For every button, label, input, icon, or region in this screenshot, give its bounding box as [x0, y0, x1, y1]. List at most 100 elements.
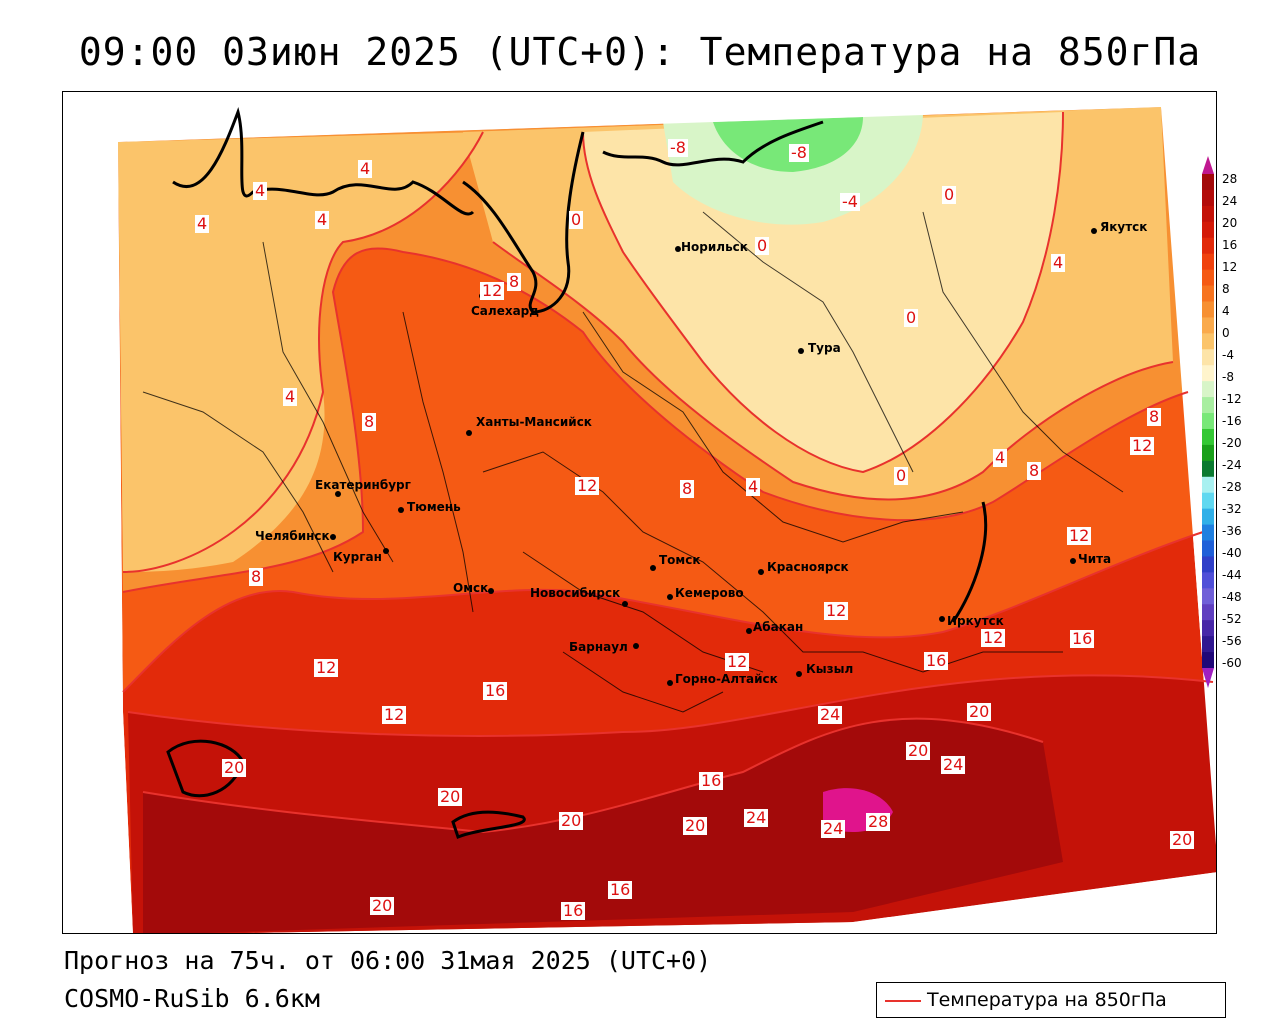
city-dot: [650, 565, 656, 571]
city-label: Горно-Алтайск: [675, 672, 778, 686]
scale-tick: -12: [1222, 392, 1242, 406]
scale-swatch: [1202, 444, 1214, 462]
contour-label: 8: [362, 412, 377, 431]
city-dot: [798, 348, 804, 354]
contour-label: 12: [824, 601, 849, 620]
scale-tick: -4: [1222, 348, 1234, 362]
contour-label: 0: [904, 308, 919, 327]
scale-tick: 24: [1222, 194, 1238, 208]
scale-swatch: [1202, 428, 1214, 446]
scale-swatch: [1202, 572, 1214, 589]
city-label: Екатеринбург: [315, 478, 411, 492]
city-dot: [466, 430, 472, 436]
city-label: Новосибирск: [530, 586, 621, 600]
scale-tick: -48: [1222, 590, 1242, 604]
field-t4-west: [118, 132, 483, 572]
contour-label: 24: [744, 808, 769, 827]
city-label: Иркутск: [947, 614, 1004, 628]
city-label: Ханты-Мансийск: [476, 415, 592, 429]
city-dot: [398, 507, 404, 513]
scale-swatch: [1202, 221, 1214, 239]
temperature-map[interactable]: Якутск Норильск Салехард Тура Ханты-Манс…: [62, 91, 1217, 934]
scale-swatch: [1202, 174, 1214, 191]
city-label: Чита: [1078, 552, 1112, 566]
contour-label: 20: [1170, 830, 1195, 849]
scale-tick: -36: [1222, 524, 1242, 538]
scale-swatch: [1202, 540, 1214, 557]
outside-domain-se: [853, 872, 1216, 933]
contour-label: 4: [195, 214, 210, 233]
map-canvas: [63, 92, 1216, 933]
model-name: COSMO-RuSib 6.6км: [64, 984, 320, 1013]
scale-tick: -8: [1222, 370, 1234, 384]
scale-swatch: [1202, 285, 1214, 302]
city-label: Норильск: [681, 240, 748, 254]
scale-swatch: [1202, 413, 1214, 430]
scale-tick: 12: [1222, 260, 1238, 274]
field-t24: [143, 718, 1063, 933]
color-scale-swatches: [1202, 156, 1214, 688]
scale-tick: -56: [1222, 634, 1242, 648]
contour-label: 12: [575, 476, 600, 495]
contour-label: 16: [483, 681, 508, 700]
city-dot: [488, 588, 494, 594]
city-dot: [939, 616, 945, 622]
city-dot: [335, 491, 341, 497]
scale-tick: -44: [1222, 568, 1242, 582]
contour-label: 0: [942, 185, 957, 204]
scale-swatch: [1202, 397, 1214, 414]
admin-borders: [142, 211, 1124, 713]
city-dot: [633, 643, 639, 649]
forecast-info: Прогноз на 75ч. от 06:00 31мая 2025 (UTC…: [64, 946, 712, 975]
scale-swatch: [1202, 189, 1214, 207]
contour-label: 4: [993, 448, 1008, 467]
contour-label: 20: [438, 787, 463, 806]
contour-label: 12: [314, 658, 339, 677]
city-dot: [330, 534, 336, 540]
city-label: Барнаул: [569, 640, 628, 654]
contour-label: 16: [561, 901, 586, 920]
contour-label: 8: [1147, 407, 1162, 426]
scale-swatch: [1202, 588, 1214, 605]
city-label: Якутск: [1100, 220, 1148, 234]
scale-swatch: [1202, 381, 1214, 398]
scale-swatch: [1202, 237, 1214, 255]
contour-label: 20: [222, 758, 247, 777]
city-dot: [1091, 228, 1097, 234]
scale-swatch: [1202, 333, 1214, 350]
contour-label: 4: [315, 210, 330, 229]
scale-swatch: [1202, 652, 1214, 669]
scale-swatch: [1202, 460, 1214, 478]
city-dot: [383, 548, 389, 554]
legend-line-swatch: [885, 1000, 921, 1002]
contour-label: 8: [249, 567, 264, 586]
contour-label: 20: [370, 896, 395, 915]
scale-tick: 16: [1222, 238, 1238, 252]
scale-swatch: [1202, 476, 1214, 494]
contour-label: -8: [789, 143, 809, 162]
scale-swatch: [1202, 269, 1214, 287]
contour-label: 12: [382, 705, 407, 724]
scale-swatch: [1202, 205, 1214, 223]
scale-swatch: [1202, 524, 1214, 542]
scale-swatch: [1202, 253, 1214, 271]
contour-label: 12: [480, 281, 505, 300]
contour-label: 4: [253, 181, 268, 200]
contour-label: 0: [894, 466, 909, 485]
contour-label: 8: [680, 479, 695, 498]
city-label: Курган: [333, 550, 382, 564]
scale-tick: 4: [1222, 304, 1230, 318]
city-dot: [796, 671, 802, 677]
contour-label: 12: [1130, 436, 1155, 455]
scale-swatch: [1202, 556, 1214, 573]
city-label: Красноярск: [767, 560, 849, 574]
city-label: Абакан: [753, 620, 804, 634]
contour-label: 4: [283, 387, 298, 406]
scale-swatch: [1202, 508, 1214, 526]
contour-label: 4: [746, 477, 761, 496]
contour-label: 16: [608, 880, 633, 899]
city-dot: [746, 628, 752, 634]
contour-label: 24: [818, 705, 843, 724]
contour-label: 12: [725, 652, 750, 671]
scale-tick: -60: [1222, 656, 1242, 670]
